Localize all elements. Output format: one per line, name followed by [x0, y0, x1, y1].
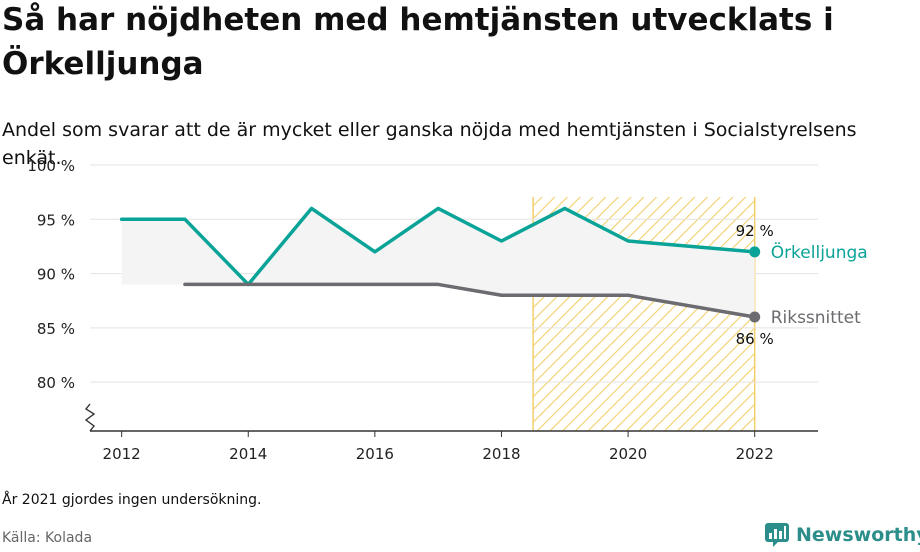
end-point	[749, 311, 761, 323]
newsworthy-logo: Newsworthy	[764, 520, 920, 550]
chart-title: Så har nöjdheten med hemtjänsten utveckl…	[2, 2, 834, 82]
series-line-local	[119, 206, 757, 287]
value-label: 86 %	[736, 330, 774, 348]
bar-chart-icon	[765, 523, 789, 547]
x-tick-label: 2022	[736, 445, 774, 463]
series-line-national	[183, 282, 757, 319]
x-tick-label: 2020	[609, 445, 647, 463]
end-point	[749, 246, 761, 258]
axis-break	[84, 403, 96, 432]
source-credit: Källa: Kolada	[2, 530, 93, 546]
difference-area	[121, 208, 755, 317]
chart-subtitle: Andel som svarar att de är mycket eller …	[2, 119, 857, 169]
y-tick-label: 85 %	[37, 320, 75, 338]
x-tick-label: 2012	[103, 445, 141, 463]
brand-name: Newsworthy	[796, 524, 920, 546]
x-tick-label: 2016	[356, 445, 394, 463]
y-tick-label: 95 %	[37, 211, 75, 229]
x-tick-label: 2018	[482, 445, 520, 463]
x-tick-label: 2014	[229, 445, 267, 463]
series-label: Rikssnittet	[771, 308, 861, 328]
y-tick-label: 100 %	[27, 157, 75, 175]
line-chart: 80 % 85 % 90 % 95 % 100 % 2012 2014 2016 2018 20…	[27, 157, 868, 463]
series-label: Örkelljunga	[771, 241, 868, 263]
y-tick-label: 80 %	[37, 374, 75, 392]
footnote: År 2021 gjordes ingen undersökning.	[2, 492, 262, 508]
value-label: 92 %	[736, 222, 774, 240]
y-tick-label: 90 %	[37, 266, 75, 284]
